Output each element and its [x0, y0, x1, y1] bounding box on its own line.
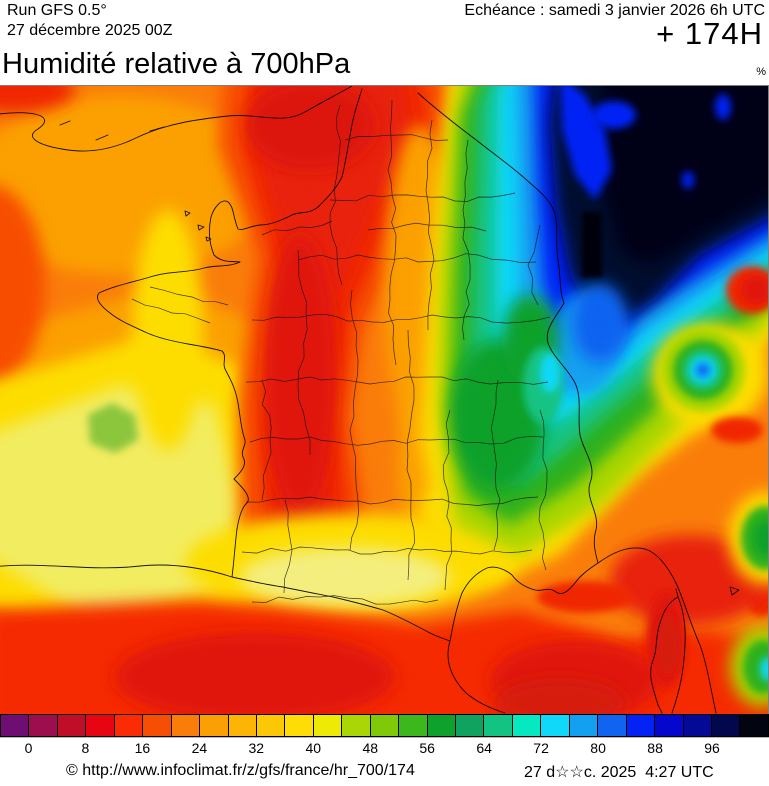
scale-cell [57, 715, 87, 736]
scale-cell [0, 715, 30, 736]
scale-tick-label: 32 [248, 740, 265, 756]
coastline-contours [0, 85, 740, 714]
scale-cell [171, 715, 201, 736]
scale-cell [342, 715, 371, 736]
scale-cell [256, 715, 286, 736]
scale-cell [114, 715, 144, 736]
scale-tick-label: 40 [305, 740, 322, 756]
scale-cell [399, 715, 428, 736]
run-model-label: Run GFS 0.5° [7, 2, 107, 19]
scale-tick-label: 88 [647, 740, 663, 756]
scale-tick-label: 96 [704, 740, 720, 756]
humidity-map [0, 85, 769, 714]
department-boundary-line [241, 546, 533, 555]
scale-tick-label: 72 [533, 740, 549, 756]
generation-datetime: 27 d☆☆c. 2025 4:27 UTC [524, 764, 714, 781]
scale-cell [29, 715, 58, 736]
scale-cell [456, 715, 485, 736]
footer: © http://www.infoclimat.fr/z/gfs/france/… [0, 757, 769, 786]
unit-label: % [756, 66, 766, 78]
scale-cell [370, 715, 400, 736]
department-boundary-line [538, 409, 548, 571]
department-boundary-line [491, 379, 501, 551]
scale-cell [655, 715, 684, 736]
scale-cell [285, 715, 314, 736]
department-boundary-line [245, 376, 549, 385]
scale-tick-label: 16 [134, 740, 151, 756]
department-boundaries [131, 99, 551, 605]
scale-cell [626, 715, 656, 736]
scale-cell [512, 715, 542, 736]
department-boundary-line [251, 595, 439, 605]
department-boundary-line [329, 104, 343, 286]
department-boundary-line [527, 224, 541, 306]
scale-cell [711, 715, 741, 736]
scale-tick-label: 8 [81, 740, 90, 756]
department-boundary-line [251, 313, 551, 324]
department-boundary-line [387, 99, 397, 366]
scale-cell [427, 715, 456, 736]
department-boundary-line [297, 249, 311, 455]
scale-tick-label: 0 [24, 740, 33, 756]
department-boundary-line [344, 134, 449, 141]
department-boundary-line [149, 286, 229, 306]
scale-cell [740, 715, 769, 736]
department-boundary-line [261, 379, 272, 501]
scale-cell [200, 715, 229, 736]
scale-tick-label: 56 [419, 740, 435, 756]
department-boundary-line [249, 435, 544, 446]
department-boundary-line [283, 499, 293, 594]
department-boundary-line [329, 192, 516, 202]
scale-cell [569, 715, 599, 736]
department-boundary-line [442, 409, 452, 591]
scale-cell [683, 715, 712, 736]
scale-cell [143, 715, 172, 736]
department-boundary-line [367, 222, 487, 232]
color-scale-bar [0, 714, 769, 737]
scale-tick-label: 80 [590, 740, 606, 756]
copyright-url: © http://www.infoclimat.fr/z/gfs/france/… [66, 762, 415, 779]
scale-tick-label: 24 [191, 740, 208, 756]
scale-tick-label: 48 [362, 740, 379, 756]
valid-time-label: Echéance : samedi 3 janvier 2026 6h UTC [464, 2, 765, 19]
humidity-field [0, 85, 769, 714]
scale-tick-label: 64 [476, 740, 492, 756]
scale-cell [228, 715, 257, 736]
scale-cell [313, 715, 343, 736]
scale-cell [598, 715, 627, 736]
page-title: Humidité relative à 700hPa [2, 48, 351, 80]
scale-cell [86, 715, 115, 736]
scale-cell [484, 715, 513, 736]
run-date-label: 27 décembre 2025 00Z [7, 22, 173, 39]
scale-cell [541, 715, 570, 736]
department-boundary-line [131, 298, 211, 324]
department-boundary-line [245, 496, 539, 506]
department-boundary-line [297, 253, 537, 263]
department-boundary-line [462, 139, 471, 341]
department-boundary-line [261, 220, 333, 236]
forecast-offset-label: + 174H [656, 16, 763, 51]
department-boundary-line [349, 289, 359, 551]
department-boundary-line [406, 329, 415, 581]
color-scale-labels: 0 8 16 24 32 40 48 56 64 72 80 88 96 [0, 738, 769, 757]
